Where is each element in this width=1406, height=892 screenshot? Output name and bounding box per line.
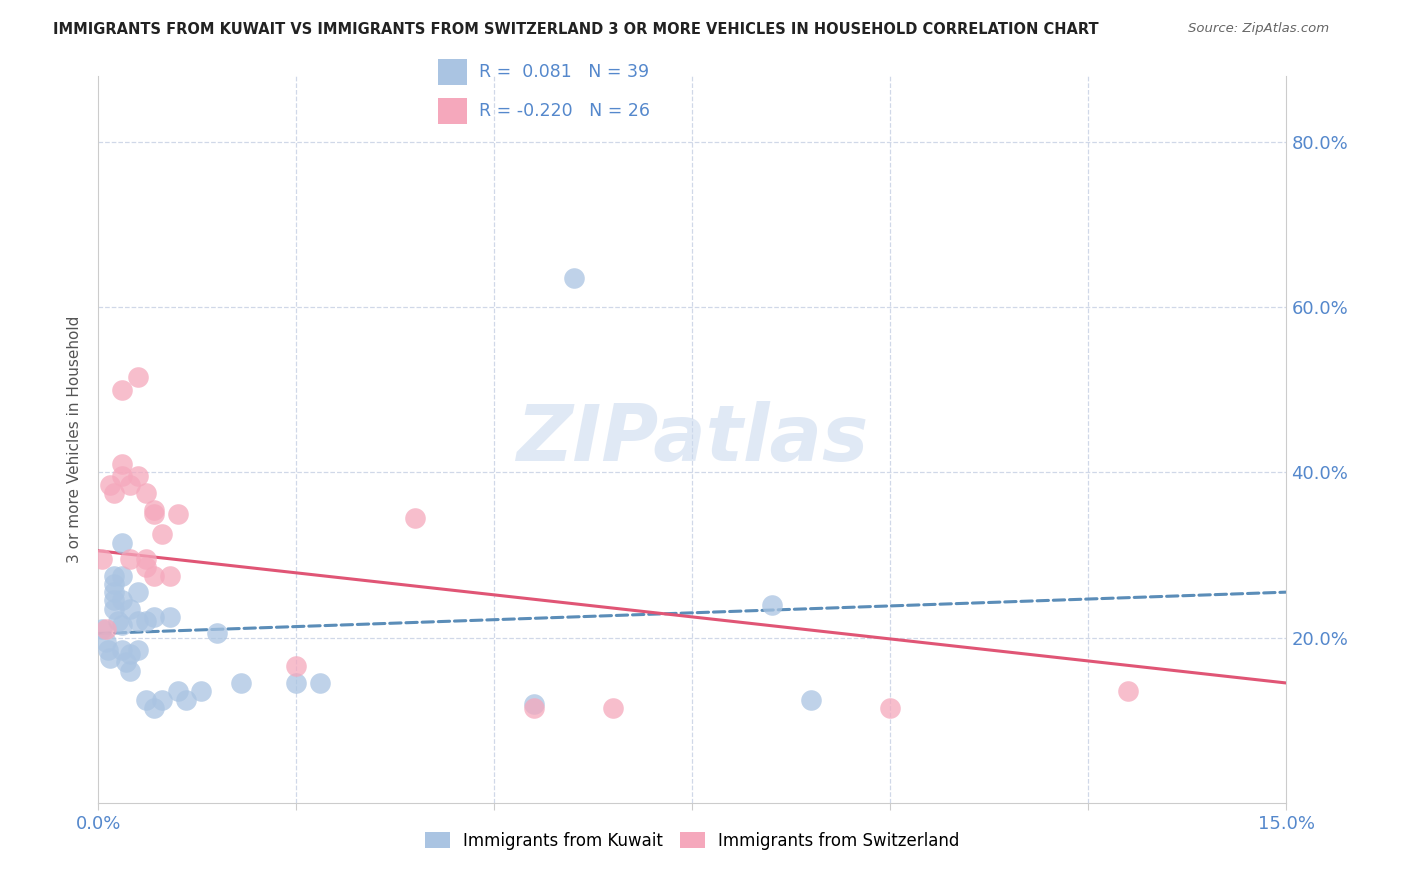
FancyBboxPatch shape [437, 98, 467, 124]
Text: IMMIGRANTS FROM KUWAIT VS IMMIGRANTS FROM SWITZERLAND 3 OR MORE VEHICLES IN HOUS: IMMIGRANTS FROM KUWAIT VS IMMIGRANTS FRO… [53, 22, 1099, 37]
Point [127, 585, 149, 599]
Point [120, 664, 142, 678]
Point [142, 568, 165, 582]
Point [142, 507, 165, 521]
Point [111, 568, 134, 582]
Point [98, 477, 121, 491]
Point [166, 507, 188, 521]
Point [879, 700, 901, 714]
Point [135, 560, 157, 574]
Text: R =  0.081   N = 39: R = 0.081 N = 39 [479, 63, 650, 81]
Point [285, 659, 308, 673]
Point [127, 614, 149, 628]
Point [103, 486, 125, 500]
Point [1116, 684, 1139, 698]
Point [166, 684, 188, 698]
Point [142, 502, 165, 516]
Point [103, 568, 125, 582]
Point [111, 535, 134, 549]
Point [150, 692, 173, 706]
Point [800, 692, 823, 706]
Point [103, 601, 125, 615]
Point [761, 598, 783, 612]
Point [111, 643, 134, 657]
Point [135, 486, 157, 500]
Point [115, 656, 138, 670]
Point [174, 692, 197, 706]
Point [523, 697, 546, 711]
Point [98, 651, 121, 665]
Point [91, 623, 114, 637]
Point [97, 643, 120, 657]
Point [602, 700, 624, 714]
Point [159, 610, 181, 624]
Text: ZIPatlas: ZIPatlas [516, 401, 869, 477]
Point [523, 700, 546, 714]
Text: Source: ZipAtlas.com: Source: ZipAtlas.com [1188, 22, 1329, 36]
Point [120, 647, 142, 661]
Point [309, 676, 332, 690]
Point [103, 585, 125, 599]
Point [142, 610, 165, 624]
Point [111, 593, 134, 607]
Point [150, 527, 173, 541]
Point [285, 676, 308, 690]
Point [120, 552, 142, 566]
Point [404, 510, 426, 524]
FancyBboxPatch shape [437, 59, 467, 85]
Point [127, 370, 149, 384]
Point [103, 577, 125, 591]
Point [103, 593, 125, 607]
Point [127, 469, 149, 483]
Point [127, 643, 149, 657]
Point [107, 614, 129, 628]
Point [135, 552, 157, 566]
Text: R = -0.220   N = 26: R = -0.220 N = 26 [479, 102, 650, 120]
Point [91, 552, 114, 566]
Point [142, 700, 165, 714]
Point [205, 626, 228, 640]
Point [120, 601, 142, 615]
Legend: Immigrants from Kuwait, Immigrants from Switzerland: Immigrants from Kuwait, Immigrants from … [419, 825, 966, 856]
Point [190, 684, 212, 698]
Point [159, 568, 181, 582]
Point [135, 614, 157, 628]
Point [111, 457, 134, 471]
Y-axis label: 3 or more Vehicles in Household: 3 or more Vehicles in Household [67, 316, 83, 563]
Point [96, 634, 118, 648]
Point [229, 676, 252, 690]
Point [96, 623, 118, 637]
Point [562, 271, 585, 285]
Point [135, 692, 157, 706]
Point [120, 477, 142, 491]
Point [111, 469, 134, 483]
Point [111, 383, 134, 397]
Point [111, 618, 134, 632]
